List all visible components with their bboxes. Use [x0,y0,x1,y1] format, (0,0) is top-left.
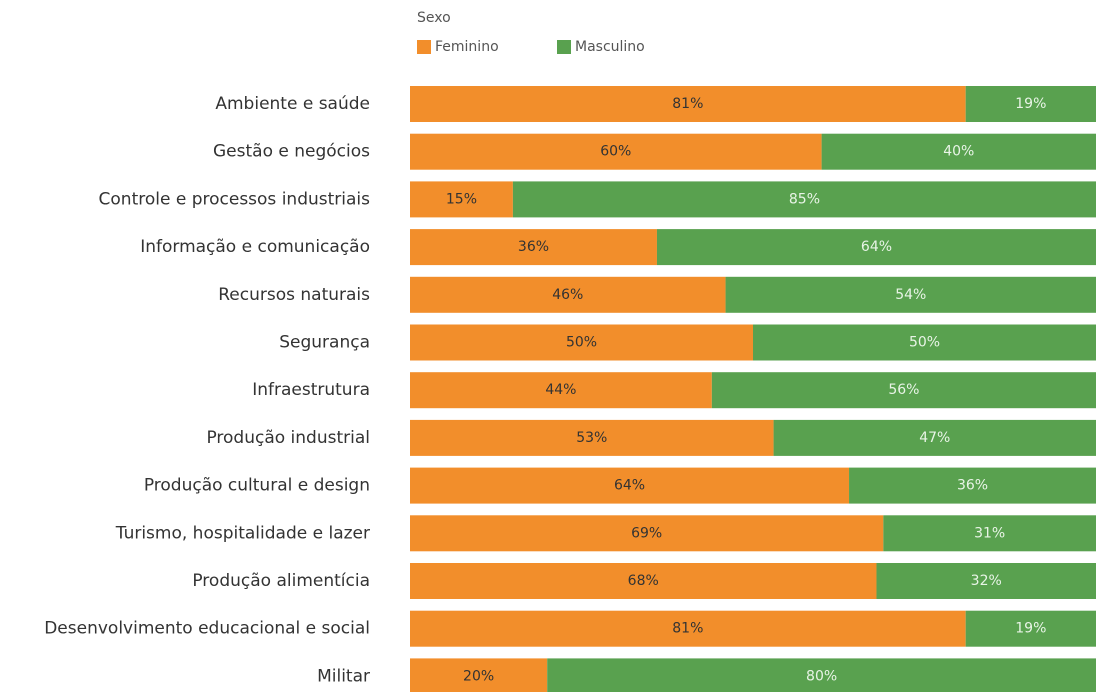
category-label: Produção industrial [206,428,370,448]
value-label: 50% [566,335,597,351]
category-label: Ambiente e saúde [215,94,370,114]
value-label: 15% [446,191,477,207]
value-label: 80% [806,668,837,684]
value-label: 19% [1015,621,1046,637]
bar-segment [965,610,1096,647]
legend-title: Sexo [417,10,451,26]
value-label: 64% [614,478,645,494]
category-label: Desenvolvimento educacional e social [44,619,370,639]
value-label: 36% [518,239,549,255]
bar-segment [547,658,1096,692]
bar-segment [410,229,657,266]
bar-segment [656,229,1096,266]
bar-segment [965,86,1096,122]
value-label: 20% [463,668,494,684]
value-label: 54% [895,287,926,303]
value-label: 40% [943,144,974,160]
value-label: 68% [628,573,659,589]
value-label: 46% [552,287,583,303]
category-label: Informação e comunicação [140,237,370,257]
category-label: Turismo, hospitalidade e lazer [115,523,370,543]
value-label: 53% [576,430,607,446]
value-label: 19% [1015,96,1046,112]
bar-segment [410,133,822,170]
bar-segment [773,419,1096,456]
bar-segment [410,276,726,313]
value-label: 81% [672,621,703,637]
legend-swatch [417,40,431,54]
value-label: 60% [600,144,631,160]
bar-segment [512,181,1096,218]
value-label: 44% [545,382,576,398]
category-label: Produção alimentícia [192,571,370,591]
bar-segment [725,276,1096,313]
value-label: 47% [919,430,950,446]
bar-segment [410,181,513,218]
value-label: 81% [672,96,703,112]
bar-segment [410,86,966,122]
legend-label: Masculino [575,39,645,55]
category-label: Produção cultural e design [144,476,370,496]
bar-segment [821,133,1096,170]
bar-segment [849,467,1096,504]
category-label: Gestão e negócios [213,142,370,162]
value-label: 50% [909,335,940,351]
bar-segment [410,372,712,409]
bar-segment [883,515,1096,552]
bar-segment [410,610,966,647]
value-label: 32% [971,573,1002,589]
value-label: 31% [974,525,1005,541]
value-label: 64% [861,239,892,255]
value-label: 85% [789,191,820,207]
bar-segment [410,419,774,456]
value-label: 56% [888,382,919,398]
bar-segment [410,658,548,692]
bar-segment [753,324,1096,361]
bar-segment [410,515,884,552]
category-label: Segurança [279,333,370,353]
category-label: Militar [317,666,370,686]
bar-segment [410,563,877,599]
bar-segment [876,563,1096,599]
legend-swatch [557,40,571,54]
bar-segment [410,467,850,504]
value-label: 36% [957,478,988,494]
category-label: Controle e processos industriais [99,189,371,209]
bar-segment [410,324,753,361]
value-label: 69% [631,525,662,541]
category-label: Recursos naturais [218,285,370,305]
bar-segment [711,372,1096,409]
category-label: Infraestrutura [252,380,370,400]
legend-label: Feminino [435,39,499,55]
